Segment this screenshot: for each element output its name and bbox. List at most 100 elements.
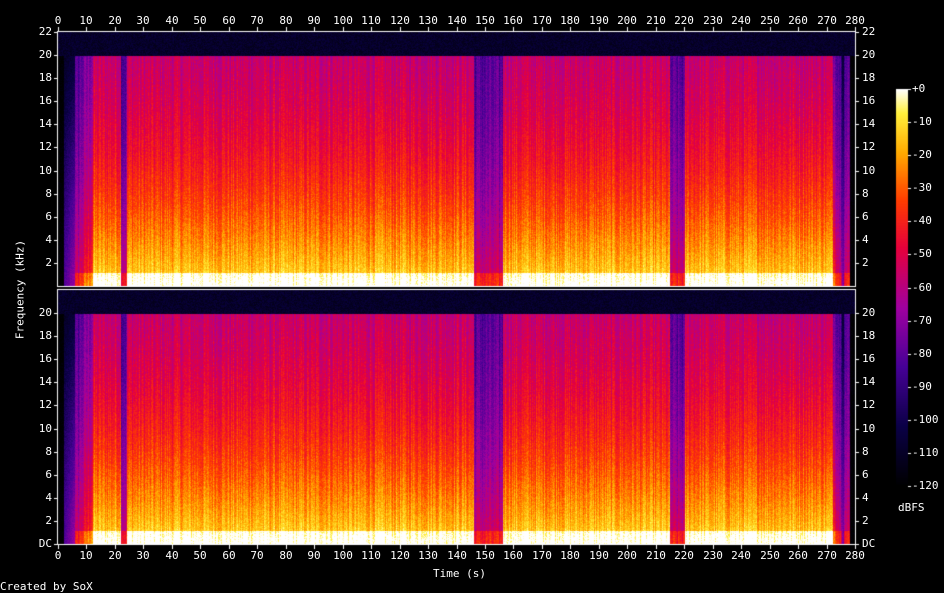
x-tick-label-bottom: 30 [136,549,150,562]
colorbar-tick-label: -70 [912,314,932,327]
x-tick-label-bottom: 130 [418,549,438,562]
x-tick-label-bottom: 120 [390,549,410,562]
colorbar-tick-label: -50 [912,247,932,260]
x-tick-label-bottom: 80 [279,549,293,562]
x-tick-label-bottom: 180 [560,549,580,562]
x-tick-label-bottom: 10 [79,549,93,562]
y-tick-label-right: 10 [862,164,876,177]
y-tick-label-left: 4 [45,233,52,246]
x-tick-label-bottom: 170 [532,549,552,562]
x-tick-label-bottom: 150 [475,549,495,562]
x-tick-label-top: 200 [617,14,637,27]
y-tick-label-left: 14 [38,375,52,388]
y-tick-label-right: 16 [862,352,876,365]
y-tick-label-left: 6 [45,210,52,223]
x-tick-label-top: 150 [475,14,495,27]
y-tick-label-right: 2 [862,514,869,527]
x-tick-label-top: 180 [560,14,580,27]
colorbar-tick-label: -110 [912,446,939,459]
x-tick-label-bottom: 280 [845,549,865,562]
x-tick-label-top: 280 [845,14,865,27]
y-tick-label-left: 4 [45,491,52,504]
y-tick-label-right: 2 [862,256,869,269]
y-tick-label-right: 4 [862,491,869,504]
colorbar-tick-label: -10 [912,115,932,128]
colorbar-title: dBFS [898,501,925,514]
y-tick-label-right: 20 [862,48,876,61]
y-tick-label-left: 12 [38,398,52,411]
x-tick-label-top: 20 [108,14,122,27]
y-tick-label-left: 18 [38,329,52,342]
x-tick-label-top: 80 [279,14,293,27]
y-tick-label-right: 16 [862,94,876,107]
x-tick-label-top: 240 [731,14,751,27]
y-tick-label-right: 14 [862,375,876,388]
colorbar-tick-label: -20 [912,148,932,161]
y-tick-label-right: 22 [862,25,876,38]
x-tick-label-bottom: 220 [674,549,694,562]
x-tick-label-top: 140 [447,14,467,27]
x-tick-label-bottom: 60 [222,549,236,562]
x-tick-label-bottom: 230 [703,549,723,562]
y-tick-label-right: 10 [862,422,876,435]
colorbar-tick-label: -60 [912,281,932,294]
y-tick-label-left: 6 [45,468,52,481]
y-tick-label-left: 12 [38,140,52,153]
y-tick-label-right: 18 [862,71,876,84]
x-tick-label-bottom: 200 [617,549,637,562]
x-tick-label-top: 50 [193,14,207,27]
y-tick-label-left: 20 [38,48,52,61]
x-tick-label-top: 40 [165,14,179,27]
x-tick-label-bottom: 190 [589,549,609,562]
x-tick-label-bottom: 50 [193,549,207,562]
y-tick-label-left: 16 [38,94,52,107]
x-tick-label-bottom: 100 [333,549,353,562]
colorbar-tick-label: +0 [912,82,926,95]
colorbar-tick-label: -30 [912,181,932,194]
y-tick-label-right: 8 [862,187,869,200]
y-tick-label-right: 8 [862,445,869,458]
x-tick-label-top: 130 [418,14,438,27]
x-tick-label-top: 110 [361,14,381,27]
x-tick-label-top: 30 [136,14,150,27]
y-tick-label-left: 10 [38,422,52,435]
colorbar-tick-label: -120 [912,479,939,492]
x-tick-label-bottom: 140 [447,549,467,562]
colorbar-tick-label: -100 [912,413,939,426]
colorbar-tick-label: -80 [912,347,932,360]
y-tick-label-left: 10 [38,164,52,177]
y-tick-label-left: 22 [38,25,52,38]
y-tick-label-left: 8 [45,445,52,458]
y-tick-label-right: 6 [862,468,869,481]
x-tick-label-top: 210 [646,14,666,27]
x-tick-label-top: 250 [760,14,780,27]
x-tick-label-bottom: 260 [788,549,808,562]
y-tick-label-left: 16 [38,352,52,365]
x-tick-label-bottom: 250 [760,549,780,562]
footer-credit: Created by SoX [0,580,93,593]
colorbar-tick-label: -90 [912,380,932,393]
x-tick-label-bottom: 210 [646,549,666,562]
y-tick-label-right: 20 [862,306,876,319]
x-tick-label-top: 220 [674,14,694,27]
y-tick-label-left: 18 [38,71,52,84]
x-tick-label-top: 60 [222,14,236,27]
x-tick-label-top: 170 [532,14,552,27]
x-tick-label-top: 120 [390,14,410,27]
x-tick-label-bottom: 160 [503,549,523,562]
x-tick-label-top: 100 [333,14,353,27]
y-tick-label-right: 12 [862,140,876,153]
x-tick-label-top: 190 [589,14,609,27]
x-axis-title: Time (s) [433,567,486,580]
x-tick-label-bottom: 0 [54,549,62,562]
x-tick-label-top: 10 [79,14,93,27]
x-tick-label-bottom: 70 [250,549,264,562]
y-tick-label-left: 2 [45,514,52,527]
y-axis-title: Frequency (kHz) [13,239,27,340]
y-tick-label-left: 2 [45,256,52,269]
y-tick-label-left: 14 [38,117,52,130]
y-tick-label-right: 12 [862,398,876,411]
x-tick-label-bottom: 270 [817,549,837,562]
y-tick-label-right: DC [862,537,876,550]
y-tick-label-left: 8 [45,187,52,200]
